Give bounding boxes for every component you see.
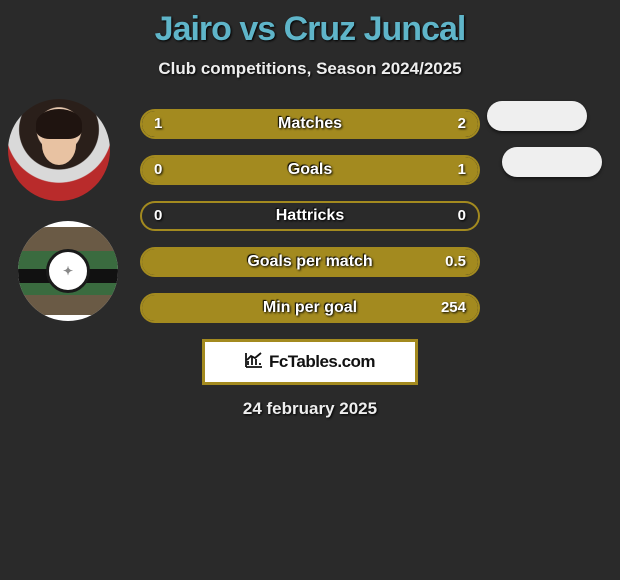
brand-box[interactable]: FcTables.com [202,339,418,385]
stat-row: 0Goals1 [140,155,480,185]
stat-value-right: 0 [446,203,478,229]
pills-column [487,101,602,193]
stat-value-right: 1 [446,157,478,183]
stat-value-right: 254 [429,295,478,321]
stat-label: Matches [142,111,478,137]
stat-label: Goals per match [142,249,478,275]
page-title: Jairo vs Cruz Juncal [0,10,620,49]
stats-layout: ✦ 1Matches20Goals10Hattricks0Goals per m… [0,109,620,323]
player-right-crest: ✦ [18,221,118,321]
stat-label: Min per goal [142,295,478,321]
stat-label: Hattricks [142,203,478,229]
stat-row: Goals per match0.5 [140,247,480,277]
stats-column: 1Matches20Goals10Hattricks0Goals per mat… [140,109,480,323]
stat-row: 0Hattricks0 [140,201,480,231]
chart-icon [245,352,263,373]
advantage-pill [487,101,587,131]
player-left-avatar [8,99,110,201]
comparison-card: Jairo vs Cruz Juncal Club competitions, … [0,0,620,419]
brand-label: FcTables.com [269,352,375,372]
crest-inner-icon: ✦ [46,249,90,293]
stat-value-right: 0.5 [433,249,478,275]
stat-label: Goals [142,157,478,183]
avatars-column: ✦ [8,99,118,321]
advantage-pill [502,147,602,177]
stat-value-right: 2 [446,111,478,137]
stat-row: Min per goal254 [140,293,480,323]
stat-row: 1Matches2 [140,109,480,139]
subtitle: Club competitions, Season 2024/2025 [0,59,620,79]
date-label: 24 february 2025 [0,399,620,419]
